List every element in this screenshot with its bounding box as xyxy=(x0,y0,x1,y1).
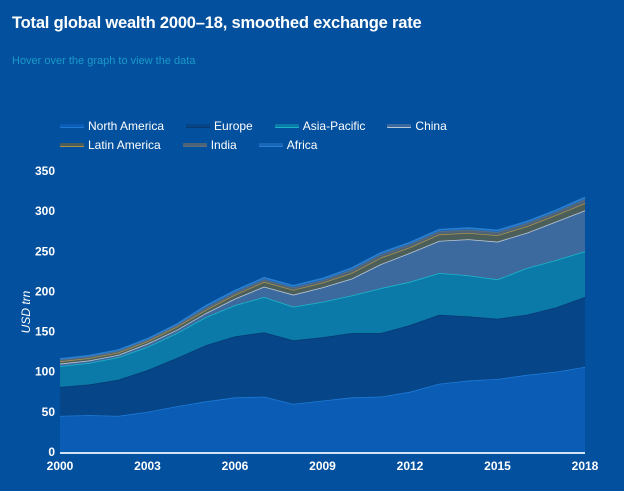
legend-label: China xyxy=(415,118,447,133)
y-axis-ticks: 0 50 100 150 200 250 300 350 xyxy=(35,164,55,459)
area-asia-pacific[interactable] xyxy=(60,251,585,387)
y-tick-label: 0 xyxy=(48,445,55,459)
legend-swatch xyxy=(186,123,211,128)
x-tick-label: 2018 xyxy=(572,459,599,473)
y-tick-label: 350 xyxy=(35,164,55,178)
x-tick-label: 2000 xyxy=(47,459,74,473)
legend-item-europe[interactable]: Europe xyxy=(186,118,253,133)
y-tick-label: 200 xyxy=(35,284,55,298)
legend-swatch xyxy=(387,123,412,128)
legend-swatch xyxy=(258,142,283,147)
x-tick-label: 2003 xyxy=(134,459,161,473)
y-tick-label: 250 xyxy=(35,244,55,258)
x-tick-label: 2015 xyxy=(484,459,511,473)
area-north-america[interactable] xyxy=(60,366,585,452)
legend-swatch xyxy=(60,123,84,128)
line-asia-pacific xyxy=(59,250,586,367)
legend-label: North America xyxy=(88,118,165,133)
legend-item-latin-america[interactable]: Latin America xyxy=(60,137,161,152)
y-tick-label: 300 xyxy=(35,204,55,218)
y-tick-label: 150 xyxy=(35,325,55,339)
x-tick-label: 2012 xyxy=(397,459,424,473)
legend-label: Africa xyxy=(286,137,318,152)
x-axis-ticks: 2000 2003 2006 2009 2012 2015 2018 xyxy=(47,459,599,473)
legend-item-north-america[interactable]: North America xyxy=(60,118,164,133)
legend-item-asia-pacific[interactable]: Asia-Pacific xyxy=(274,118,366,133)
legend-swatch xyxy=(274,123,299,128)
line-africa xyxy=(59,196,586,360)
chart-title: Total global wealth 2000–18, smoothed ex… xyxy=(12,14,422,32)
chart-subtitle: Hover over the graph to view the data xyxy=(12,55,196,67)
legend-label: Europe xyxy=(214,118,253,133)
y-tick-label: 100 xyxy=(35,365,55,379)
legend-swatch xyxy=(182,142,207,147)
area-layers xyxy=(59,196,586,452)
legend: North America Europe Asia-Pacific China Lati… xyxy=(60,118,580,152)
legend-item-india[interactable]: India xyxy=(182,137,237,152)
x-tick-label: 2009 xyxy=(309,459,336,473)
legend-label: Asia-Pacific xyxy=(302,118,366,133)
legend-label: India xyxy=(210,137,237,152)
y-tick-label: 50 xyxy=(42,405,56,419)
legend-label: Latin America xyxy=(88,137,161,152)
legend-item-china[interactable]: China xyxy=(387,118,447,133)
y-axis-label: USD trn xyxy=(19,290,33,333)
x-tick-label: 2006 xyxy=(222,459,249,473)
legend-swatch xyxy=(60,142,84,147)
legend-item-africa[interactable]: Africa xyxy=(258,137,318,152)
area-europe[interactable] xyxy=(60,297,585,416)
